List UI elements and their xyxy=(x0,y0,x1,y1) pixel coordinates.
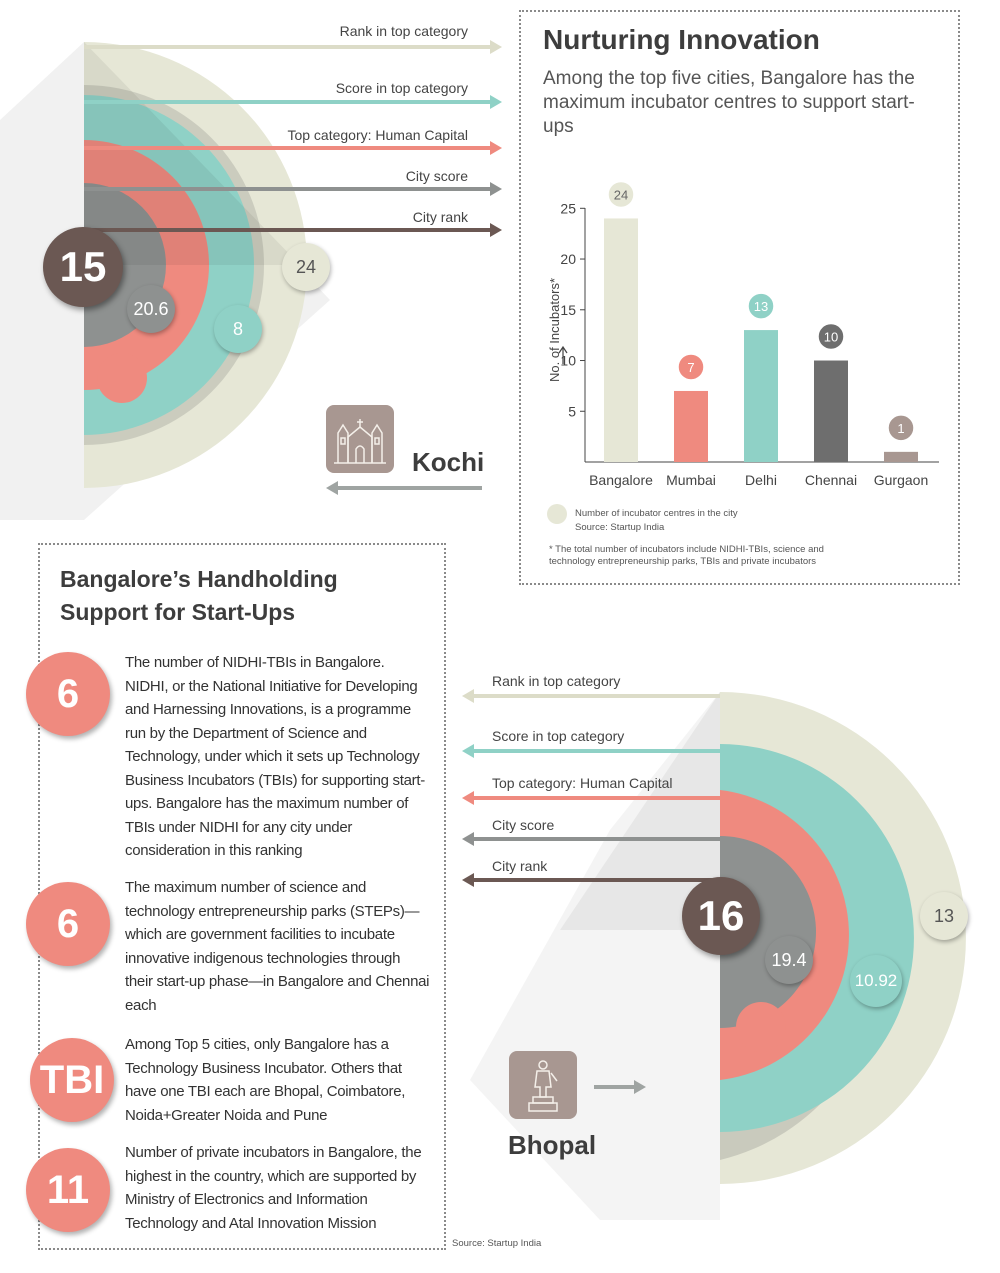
chart-bar-delhi xyxy=(744,330,778,462)
legend-swatch xyxy=(547,504,567,524)
kochi-arrows xyxy=(84,40,502,237)
chart-source: Source: Startup India xyxy=(575,522,665,533)
bhopal-label-top-category: Top category: Human Capital xyxy=(492,775,673,791)
nurturing-title: Nurturing Innovation xyxy=(543,24,820,55)
bhopal-city-score-badge: 19.4 xyxy=(765,936,813,984)
kochi-city-score-badge: 20.6 xyxy=(127,285,175,333)
chart-y-tick-label: 20 xyxy=(560,251,576,267)
chart-value-bubble xyxy=(747,292,775,320)
kochi-city-name: Kochi xyxy=(412,447,485,477)
chart-category-label: Chennai xyxy=(805,472,857,488)
chart-ylabel-wrap: No. of Incubators* xyxy=(517,262,587,462)
bhopal-rank-top-badge: 13 xyxy=(920,892,968,940)
nurturing-panel: Nurturing Innovation Among the top five … xyxy=(519,10,960,585)
incubator-chart-svg: 5 10 15 20 25 24 Bangalore 7 Mumbai 13 Delhi 10 Chen… xyxy=(558,180,939,488)
church-icon xyxy=(326,405,394,473)
chart-value-label: 10 xyxy=(824,330,838,345)
chart-category-label: Mumbai xyxy=(666,472,716,488)
kochi-label-top-category: Top category: Human Capital xyxy=(287,127,468,143)
point-2-badge: 6 xyxy=(26,882,110,966)
bhopal-city-name: Bhopal xyxy=(508,1130,597,1160)
kochi-diagonal-shade xyxy=(84,42,300,265)
bhopal-salmon-dot xyxy=(736,1002,786,1052)
chart-bar-bangalore xyxy=(604,218,638,462)
chart-y-tick-label: 25 xyxy=(560,200,576,216)
point-4-badge: 11 xyxy=(26,1148,110,1232)
point-3-text: Among Top 5 cities, only Bangalore has a… xyxy=(125,1036,406,1124)
chart-value-bubble xyxy=(677,353,705,381)
nurturing-subtitle: Among the top five cities, Bangalore has… xyxy=(543,68,915,137)
kochi-label-rank-top: Rank in top category xyxy=(339,23,468,39)
bhopal-top-score-badge: 10.92 xyxy=(850,955,902,1007)
handholding-source: Source: Startup India xyxy=(452,1238,542,1249)
chart-category-label: Gurgaon xyxy=(874,472,928,488)
kochi-label-score-top: Score in top category xyxy=(335,80,468,96)
chart-bar-chennai xyxy=(814,360,848,462)
point-1-text: The number of NIDHI-TBIs in Bangalore. N… xyxy=(125,654,425,859)
handholding-title-2: Support for Start-Ups xyxy=(60,599,296,625)
kochi-top-score-badge: 8 xyxy=(214,305,262,353)
chart-category-label: Delhi xyxy=(745,472,777,488)
chart-value-bubble xyxy=(607,180,635,209)
bhopal-label-score-top: Score in top category xyxy=(492,728,625,744)
chart-category-label: Bangalore xyxy=(589,472,653,488)
chart-value-bubble xyxy=(887,414,915,442)
kochi-rank-badge: 15 xyxy=(43,227,123,307)
point-1-badge: 6 xyxy=(26,652,110,736)
chart-y-tick-label: 5 xyxy=(568,403,576,419)
chart-y-tick-label: 10 xyxy=(560,353,576,369)
chart-bar-mumbai xyxy=(674,390,708,462)
chart-ylabel: No. of Incubators* xyxy=(547,277,562,382)
bhopal-rank-badge: 16 xyxy=(682,877,760,955)
kochi-label-city-score: City score xyxy=(405,168,468,184)
chart-y-tick-label: 15 xyxy=(560,302,576,318)
chart-footnote: * The total number of incubators include… xyxy=(549,544,824,567)
kochi-label-city-rank: City rank xyxy=(412,209,468,225)
handholding-title-1: Bangalore’s Handholding xyxy=(60,566,338,592)
point-2-text: The maximum number of science and techno… xyxy=(125,879,430,1014)
chart-value-label: 24 xyxy=(614,187,628,202)
chart-value-label: 1 xyxy=(897,421,904,436)
point-4-text: Number of private incubators in Bangalor… xyxy=(125,1144,422,1232)
bhopal-label-rank-top: Rank in top category xyxy=(492,673,621,689)
point-3-badge: TBI xyxy=(30,1038,114,1122)
statue-icon xyxy=(509,1051,577,1119)
chart-bar-gurgaon xyxy=(884,451,918,462)
bhopal-rings xyxy=(462,689,966,1220)
chart-value-label: 13 xyxy=(754,299,768,314)
bhopal-label-city-rank: City rank xyxy=(492,858,548,874)
incubator-chart: 5 10 15 20 25 24 Bangalore 7 Mumbai 13 Delhi 10 Chen… xyxy=(517,180,960,492)
bhopal-graphic: Rank in top category Score in top catego… xyxy=(440,660,1000,1273)
chart-value-bubble xyxy=(817,322,845,351)
kochi-rank-top-badge: 24 xyxy=(282,243,330,291)
bhopal-label-city-score: City score xyxy=(492,817,555,833)
chart-ylabel-arrow xyxy=(558,345,568,364)
legend-text: Number of incubator centres in the city xyxy=(575,508,738,519)
bhopal-arrows xyxy=(462,689,720,887)
chart-value-label: 7 xyxy=(687,360,694,375)
kochi-rings xyxy=(0,40,502,520)
kochi-salmon-dot xyxy=(97,353,147,403)
kochi-graphic: Rank in top category Score in top catego… xyxy=(0,0,520,520)
